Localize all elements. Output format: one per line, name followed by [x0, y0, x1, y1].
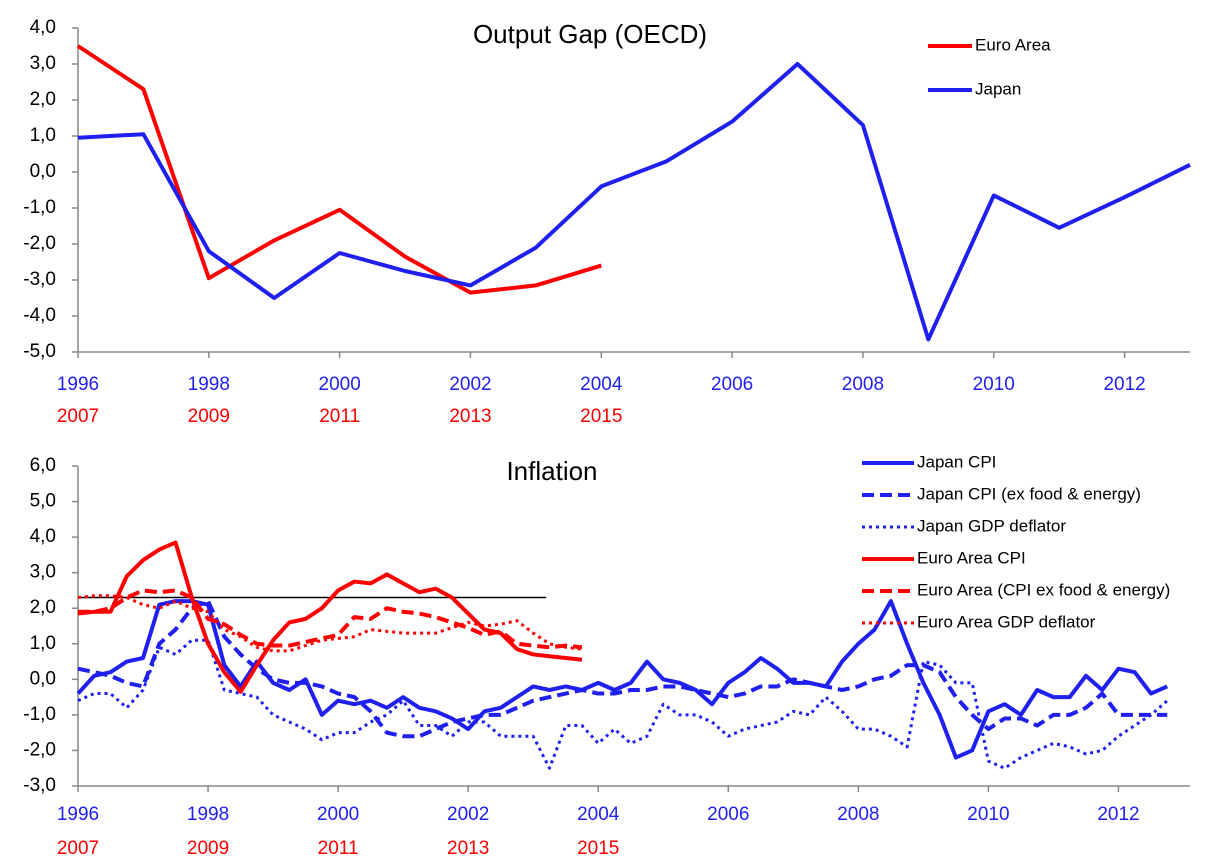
y-tick-label: 4,0 [30, 17, 56, 38]
x-tick-label: 2002 [447, 804, 489, 825]
y-tick-label: -5,0 [23, 341, 56, 362]
y-tick-label: 0,0 [30, 668, 56, 689]
y-tick-label: 6,0 [30, 455, 56, 476]
x-tick-label: 2002 [449, 374, 491, 395]
x2-tick-label: 2015 [580, 406, 622, 427]
y-tick-label: 1,0 [30, 125, 56, 146]
x2-tick-label: 2009 [188, 406, 230, 427]
y-tick-label: 5,0 [30, 491, 56, 512]
x2-tick-label: 2013 [447, 838, 489, 859]
x2-tick-label: 2011 [319, 406, 360, 427]
series-line [77, 638, 1169, 770]
legend-label: Euro Area (CPI ex food & energy) [917, 580, 1170, 599]
legend-label: Japan CPI (ex food & energy) [917, 484, 1141, 503]
x2-tick-label: 2007 [57, 838, 99, 859]
x2-tick-label: 2007 [57, 406, 99, 427]
x2-tick-label: 2011 [318, 838, 359, 859]
x-tick-label: 2012 [1103, 374, 1145, 395]
x-tick-label: 2000 [319, 374, 361, 395]
legend-label: Euro Area GDP deflator [917, 612, 1096, 631]
x-tick-label: 2000 [317, 804, 359, 825]
y-tick-label: -3,0 [23, 775, 56, 796]
series-line [77, 599, 1168, 739]
legend-label: Euro Area [975, 35, 1051, 54]
x-tick-label: 1996 [57, 804, 99, 825]
x-tick-label: 1996 [57, 374, 99, 395]
x2-tick-label: 2013 [449, 406, 491, 427]
x-tick-label: 2008 [837, 804, 879, 825]
legend-label: Japan CPI [917, 452, 996, 471]
x2-tick-label: 2015 [577, 838, 619, 859]
legend-label: Japan GDP deflator [917, 516, 1066, 535]
x2-tick-label: 2009 [187, 838, 229, 859]
y-tick-label: 2,0 [30, 597, 56, 618]
chart-title: Inflation [506, 456, 597, 486]
x-tick-label: 2004 [577, 804, 620, 825]
y-tick-label: 2,0 [30, 89, 56, 110]
y-tick-label: -4,0 [23, 305, 56, 326]
x-tick-label: 2008 [842, 374, 884, 395]
legend-label: Euro Area CPI [917, 548, 1026, 567]
x-tick-label: 1998 [188, 374, 230, 395]
series-line [78, 588, 583, 650]
y-tick-label: 3,0 [30, 562, 56, 583]
x-tick-label: 2006 [707, 804, 749, 825]
y-tick-label: -1,0 [23, 704, 56, 725]
y-tick-label: -3,0 [23, 269, 56, 290]
y-tick-label: -2,0 [23, 233, 56, 254]
chart-title: Output Gap (OECD) [473, 19, 707, 49]
y-tick-label: 1,0 [30, 633, 56, 654]
y-tick-label: 3,0 [30, 53, 56, 74]
x-tick-label: 2012 [1097, 804, 1139, 825]
x-tick-label: 2010 [967, 804, 1009, 825]
series-line [76, 44, 602, 295]
x-tick-label: 2010 [973, 374, 1015, 395]
x-tick-label: 2006 [711, 374, 753, 395]
series-line [77, 62, 1191, 342]
x-tick-label: 1998 [187, 804, 229, 825]
legend-label: Japan [975, 79, 1021, 98]
x-tick-label: 2004 [580, 374, 623, 395]
series-line [76, 599, 1169, 760]
series-line [77, 594, 583, 653]
y-tick-label: 4,0 [30, 526, 56, 547]
y-tick-label: -1,0 [23, 197, 56, 218]
y-tick-label: -2,0 [23, 739, 56, 760]
y-tick-label: 0,0 [30, 161, 56, 182]
